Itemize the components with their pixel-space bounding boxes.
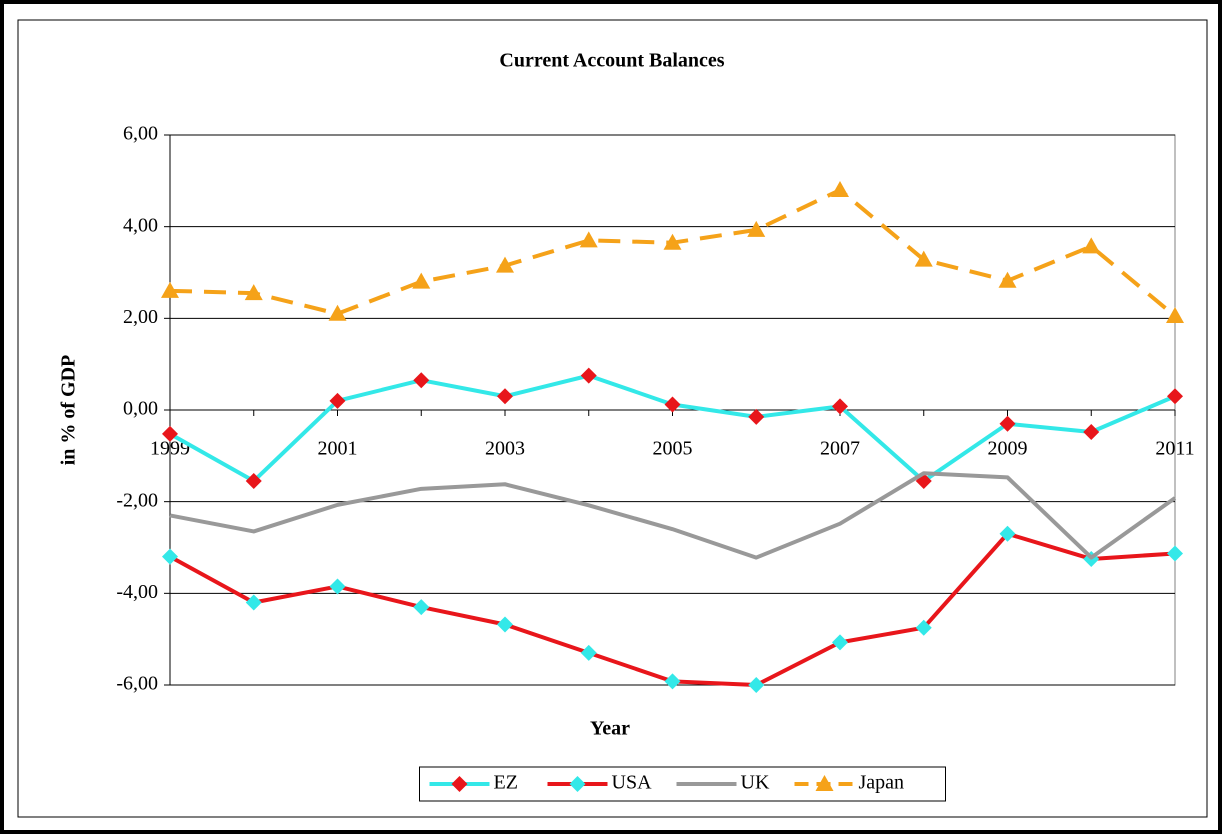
data-point [999, 525, 1016, 542]
y-tick-label: -4,00 [116, 581, 158, 603]
x-tick-label: 1999 [150, 438, 190, 460]
data-point [914, 250, 933, 267]
data-point [748, 408, 765, 425]
data-point [329, 392, 346, 409]
legend-label: EZ [494, 772, 518, 794]
data-point [579, 231, 598, 248]
legend-marker [815, 775, 834, 791]
data-point [1167, 545, 1183, 562]
y-tick-label: 4,00 [123, 214, 158, 236]
data-point [748, 677, 765, 693]
x-tick-label: 2007 [820, 438, 860, 460]
legend-marker [451, 776, 468, 792]
data-point [832, 398, 848, 415]
data-point [162, 425, 178, 442]
x-axis-label: Year [590, 718, 630, 740]
data-point [412, 272, 431, 289]
data-point [831, 181, 849, 197]
data-point [162, 548, 178, 565]
chart-area-border [17, 19, 1208, 818]
chart-title: Current Account Balances [499, 50, 724, 72]
y-tick-label: 2,00 [123, 306, 158, 328]
x-tick-label: 2003 [485, 438, 525, 460]
data-point [580, 644, 597, 661]
data-point [1083, 424, 1100, 440]
data-point [664, 396, 681, 413]
data-point [664, 673, 681, 690]
y-tick-label: 0,00 [123, 398, 158, 420]
data-point [832, 634, 848, 651]
data-point [413, 372, 430, 389]
data-point [1082, 237, 1101, 254]
data-point [1166, 307, 1184, 324]
data-point [999, 415, 1016, 432]
data-point [245, 594, 262, 611]
legend-label: USA [612, 772, 653, 794]
y-tick-label: -6,00 [116, 673, 158, 695]
legend-label: Japan [859, 772, 905, 794]
x-tick-label: 2005 [653, 438, 693, 460]
legend-marker [569, 776, 586, 792]
data-point [915, 619, 932, 636]
y-axis-label: in % of GDP [58, 355, 80, 466]
data-point [413, 599, 430, 616]
data-point [328, 304, 347, 321]
data-point [747, 220, 766, 237]
data-point [496, 256, 514, 273]
data-point [161, 281, 179, 298]
data-point [497, 388, 513, 405]
data-point [998, 271, 1017, 288]
y-tick-label: 6,00 [123, 123, 158, 145]
data-point [329, 578, 346, 595]
x-tick-label: 2001 [318, 438, 358, 460]
data-point [580, 367, 597, 384]
series-line [169, 471, 1177, 560]
legend-label: UK [741, 772, 770, 794]
y-tick-label: -2,00 [116, 489, 158, 511]
data-point [497, 616, 513, 633]
data-point [245, 473, 262, 490]
data-point [663, 233, 682, 250]
data-point [1167, 388, 1183, 405]
x-tick-label: 2009 [988, 438, 1028, 460]
x-tick-label: 2011 [1155, 438, 1194, 460]
data-point [244, 284, 263, 301]
